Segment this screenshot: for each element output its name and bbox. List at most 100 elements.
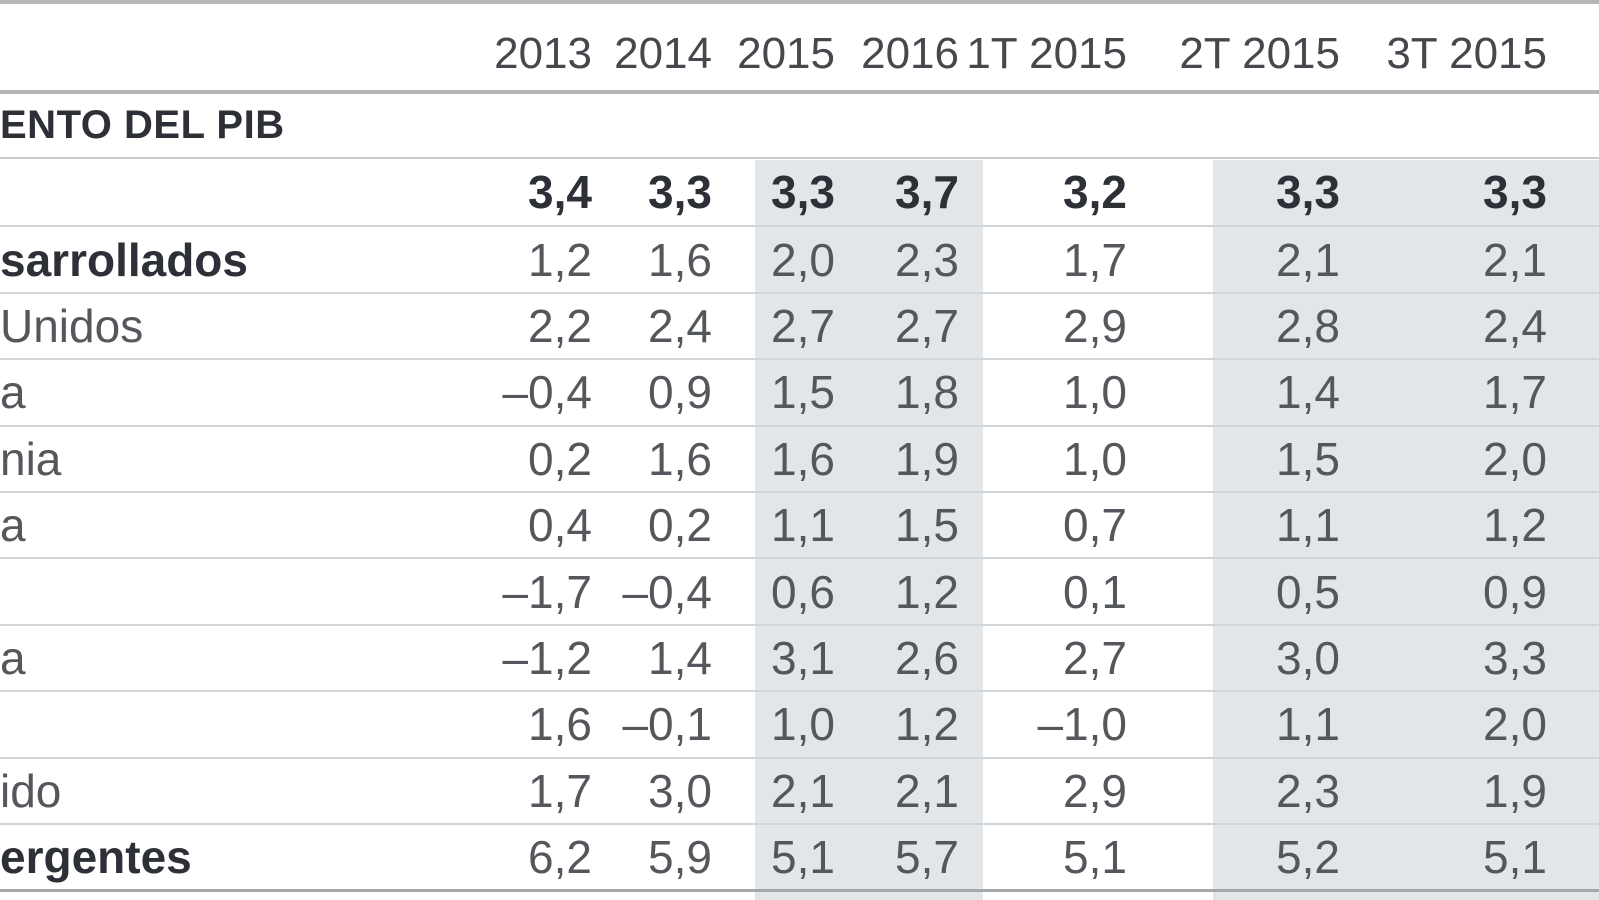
header-rule bbox=[0, 90, 1599, 94]
cell-3t-2015: 1,9 bbox=[1483, 764, 1547, 817]
cell-2015: 2,0 bbox=[771, 233, 835, 286]
cell-2013: –1,2 bbox=[502, 631, 592, 684]
top-rule bbox=[0, 0, 1599, 4]
table-row: a 0,4 0,2 1,1 1,5 0,7 1,1 1,2 bbox=[0, 490, 1599, 557]
row-label: ido bbox=[0, 764, 62, 817]
cell-2015: 0,6 bbox=[771, 565, 835, 618]
column-header-2013: 2013 bbox=[494, 29, 592, 78]
column-header-2015: 2015 bbox=[737, 29, 835, 78]
cell-3t-2015: 2,0 bbox=[1483, 698, 1547, 751]
column-header-3t-2015: 3T 2015 bbox=[1386, 29, 1547, 78]
cell-1t-2015: 2,7 bbox=[1063, 631, 1127, 684]
cell-2015: 1,1 bbox=[771, 499, 835, 552]
cell-2014: 1,6 bbox=[648, 233, 712, 286]
cell-3t-2015: 2,0 bbox=[1483, 432, 1547, 485]
cell-2016: 2,1 bbox=[895, 764, 959, 817]
cell-3t-2015: 2,4 bbox=[1483, 299, 1547, 352]
section-rule bbox=[0, 157, 1599, 159]
table-row: a –0,4 0,9 1,5 1,8 1,0 1,4 1,7 bbox=[0, 358, 1599, 424]
cell-1t-2015: 0,7 bbox=[1063, 499, 1127, 552]
cell-2016: 1,2 bbox=[895, 698, 959, 751]
table-row: ergentes 6,2 5,9 5,1 5,7 5,1 5,2 5,1 bbox=[0, 822, 1599, 889]
cell-2016: 2,7 bbox=[895, 299, 959, 352]
cell-3t-2015: 2,1 bbox=[1483, 233, 1547, 286]
column-header-2014: 2014 bbox=[614, 29, 712, 78]
cell-2015: 2,1 bbox=[771, 764, 835, 817]
table-body: 3,4 3,3 3,3 3,7 3,2 3,3 3,3 sarrollados 1,2 1,6 2,… bbox=[0, 159, 1599, 889]
cell-1t-2015: 1,0 bbox=[1063, 432, 1127, 485]
shaded-band-quarters bbox=[1213, 160, 1599, 900]
cell-2013: 1,2 bbox=[528, 233, 592, 286]
row-label: sarrollados bbox=[0, 233, 248, 286]
cell-2t-2015: 1,1 bbox=[1276, 499, 1340, 552]
cell-2014: –0,1 bbox=[622, 698, 712, 751]
cell-2013: –0,4 bbox=[502, 366, 592, 419]
column-header-2t-2015: 2T 2015 bbox=[1179, 29, 1340, 78]
cell-2014: 1,4 bbox=[648, 631, 712, 684]
cell-2013: –1,7 bbox=[502, 565, 592, 618]
bottom-rule bbox=[0, 889, 1599, 893]
row-label: a bbox=[0, 499, 26, 552]
cell-2t-2015: 3,0 bbox=[1276, 631, 1340, 684]
shaded-band-forecast-years bbox=[755, 160, 983, 900]
cell-2013: 2,2 bbox=[528, 299, 592, 352]
cell-2014: 0,9 bbox=[648, 366, 712, 419]
cell-2013: 3,4 bbox=[528, 166, 592, 219]
cell-2016: 2,6 bbox=[895, 631, 959, 684]
cell-2t-2015: 1,4 bbox=[1276, 366, 1340, 419]
cell-2t-2015: 5,2 bbox=[1276, 831, 1340, 884]
row-label: Unidos bbox=[0, 299, 144, 352]
cell-1t-2015: –1,0 bbox=[1037, 698, 1127, 751]
cell-2015: 1,5 bbox=[771, 366, 835, 419]
cell-1t-2015: 2,9 bbox=[1063, 764, 1127, 817]
column-header-2016: 2016 bbox=[861, 29, 959, 78]
cell-1t-2015: 0,1 bbox=[1063, 565, 1127, 618]
cell-2014: 3,0 bbox=[648, 764, 712, 817]
cell-2t-2015: 1,5 bbox=[1276, 432, 1340, 485]
cell-2016: 1,5 bbox=[895, 499, 959, 552]
table-row: 3,4 3,3 3,3 3,7 3,2 3,3 3,3 bbox=[0, 159, 1599, 225]
table-row: ido 1,7 3,0 2,1 2,1 2,9 2,3 1,9 bbox=[0, 756, 1599, 823]
cell-2t-2015: 0,5 bbox=[1276, 565, 1340, 618]
cell-3t-2015: 5,1 bbox=[1483, 831, 1547, 884]
cell-2015: 2,7 bbox=[771, 299, 835, 352]
cell-2016: 5,7 bbox=[895, 831, 959, 884]
cell-2013: 0,4 bbox=[528, 499, 592, 552]
cell-3t-2015: 3,3 bbox=[1483, 631, 1547, 684]
cell-2016: 3,7 bbox=[895, 166, 959, 219]
column-header-1t-2015: 1T 2015 bbox=[966, 29, 1127, 78]
cell-2015: 1,6 bbox=[771, 432, 835, 485]
cell-3t-2015: 1,2 bbox=[1483, 499, 1547, 552]
cell-2014: 5,9 bbox=[648, 831, 712, 884]
cell-2014: 1,6 bbox=[648, 432, 712, 485]
cell-1t-2015: 2,9 bbox=[1063, 299, 1127, 352]
cell-2t-2015: 3,3 bbox=[1276, 166, 1340, 219]
cell-2015: 1,0 bbox=[771, 698, 835, 751]
table-row: Unidos 2,2 2,4 2,7 2,7 2,9 2,8 2,4 bbox=[0, 291, 1599, 358]
cell-2016: 1,2 bbox=[895, 565, 959, 618]
cell-2016: 2,3 bbox=[895, 233, 959, 286]
row-label: a bbox=[0, 366, 26, 419]
row-label: nia bbox=[0, 432, 62, 485]
cell-2015: 3,1 bbox=[771, 631, 835, 684]
cell-1t-2015: 1,0 bbox=[1063, 366, 1127, 419]
cell-2014: 2,4 bbox=[648, 299, 712, 352]
cell-2015: 5,1 bbox=[771, 831, 835, 884]
cell-2016: 1,8 bbox=[895, 366, 959, 419]
cell-2014: 0,2 bbox=[648, 499, 712, 552]
section-title: ENTO DEL PIB bbox=[0, 103, 285, 147]
cell-2013: 1,6 bbox=[528, 698, 592, 751]
table-row: nia 0,2 1,6 1,6 1,9 1,0 1,5 2,0 bbox=[0, 424, 1599, 491]
cell-3t-2015: 0,9 bbox=[1483, 565, 1547, 618]
table-row: –1,7 –0,4 0,6 1,2 0,1 0,5 0,9 bbox=[0, 557, 1599, 623]
cell-2014: 3,3 bbox=[648, 166, 712, 219]
cell-3t-2015: 1,7 bbox=[1483, 366, 1547, 419]
cell-2014: –0,4 bbox=[622, 565, 712, 618]
cell-2t-2015: 1,1 bbox=[1276, 698, 1340, 751]
row-label: a bbox=[0, 631, 26, 684]
cell-2t-2015: 2,3 bbox=[1276, 764, 1340, 817]
cell-2t-2015: 2,1 bbox=[1276, 233, 1340, 286]
cell-1t-2015: 1,7 bbox=[1063, 233, 1127, 286]
row-label: ergentes bbox=[0, 831, 192, 884]
cell-1t-2015: 3,2 bbox=[1063, 166, 1127, 219]
